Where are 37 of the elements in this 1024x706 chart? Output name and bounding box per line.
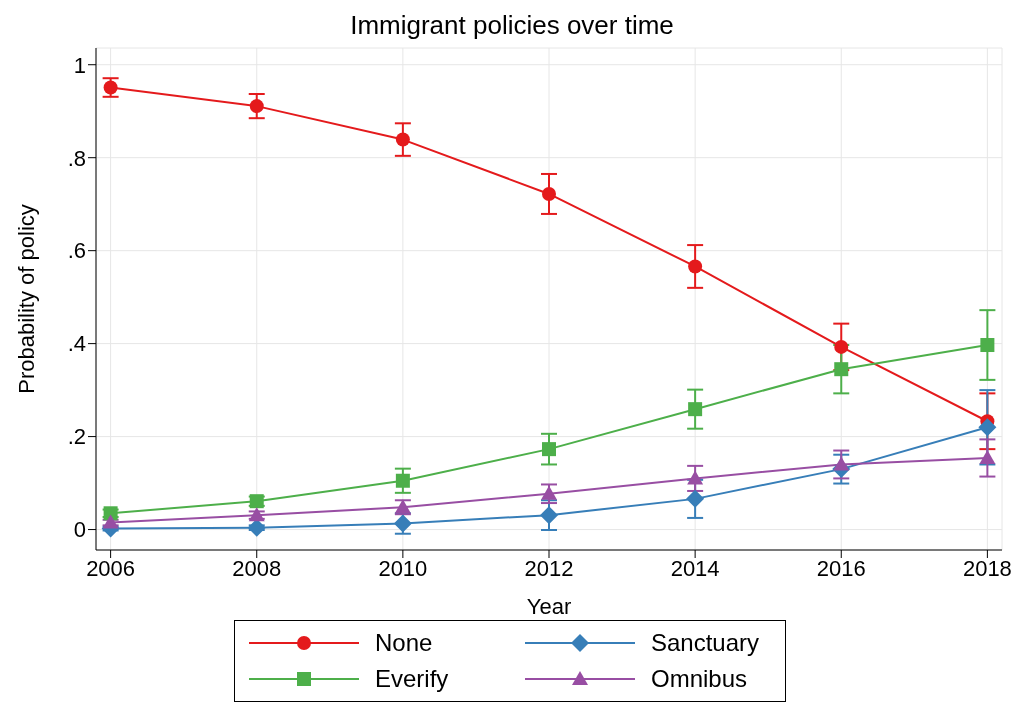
x-tick-label: 2016 (816, 555, 866, 581)
x-tick-label: 2014 (670, 555, 720, 581)
point (688, 259, 703, 274)
point (542, 442, 556, 457)
point (687, 470, 704, 485)
point (979, 449, 996, 464)
x-tick-label: 2018 (962, 555, 1012, 581)
legend-label: None (375, 629, 434, 657)
point (834, 362, 849, 377)
point (542, 186, 556, 201)
point (686, 489, 705, 508)
y-tick-label: .6 (67, 238, 86, 264)
legend-label: Omnibus (651, 665, 749, 693)
x-tick-label: 2010 (378, 555, 428, 581)
point (688, 402, 703, 417)
y-tick-label: 0 (73, 517, 86, 543)
x-tick-label: 2006 (86, 555, 136, 581)
legend-label: Sanctuary (651, 629, 761, 657)
y-tick-label: .2 (67, 424, 86, 450)
x-tick-label: 2012 (524, 555, 574, 581)
point (395, 132, 410, 147)
point (541, 485, 557, 500)
y-axis-title: Probability of policy (13, 204, 39, 394)
point (833, 456, 850, 471)
x-axis-title: Year (526, 594, 572, 619)
x-tick-label: 2008 (232, 555, 282, 581)
point (395, 473, 410, 488)
point (834, 339, 849, 354)
y-tick-label: 1 (73, 52, 86, 78)
chart-title: Immigrant policies over time (349, 9, 675, 42)
y-tick-label: .8 (67, 145, 86, 171)
point (978, 418, 997, 437)
point (980, 338, 995, 353)
point (540, 506, 558, 525)
legend-label: Everify (375, 665, 450, 693)
y-tick-label: .4 (67, 331, 86, 357)
point (249, 99, 264, 114)
